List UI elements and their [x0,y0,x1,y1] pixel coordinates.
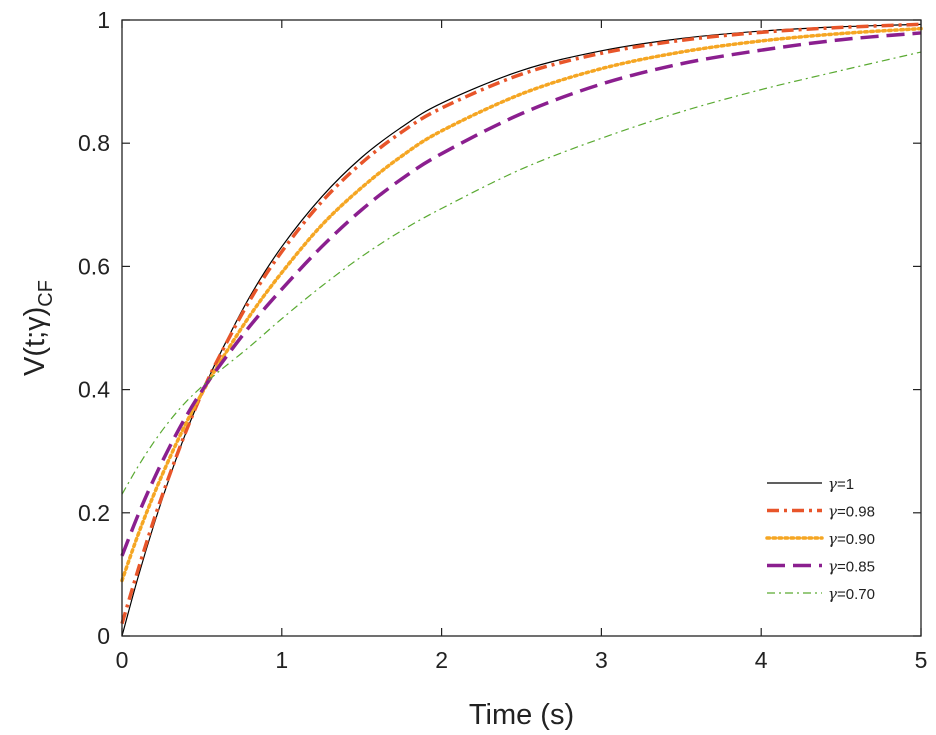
legend-label-3: γ=0.85 [828,558,875,576]
x-tick-label-4: 4 [755,647,768,673]
y-tick-label-4: 0.8 [78,130,110,156]
series-line-gamma-0-85 [120,31,922,557]
y-tick-label-1: 0.2 [78,500,110,526]
x-axis-label: Time (s) [469,699,574,731]
y-tick-labels: 0 0.2 0.4 0.6 0.8 1 [78,7,110,649]
y-tick-label-5: 1 [97,7,110,33]
x-tick-label-1: 1 [275,647,288,673]
y-axis-label-main: V(t;γ) [19,307,51,376]
svg-text:V(t;γ)CF: V(t;γ)CF [19,280,57,376]
legend-label-0: γ=1 [828,475,854,493]
y-tick-label-0: 0 [97,623,110,649]
legend-label-1: γ=0.98 [828,503,875,521]
series-line-gamma-0-90 [120,26,923,583]
plot-frame [121,19,922,637]
series-line-gamma-0-70 [121,51,922,495]
x-tick-label-2: 2 [435,647,448,673]
y-tick-label-2: 0.4 [78,377,110,403]
legend-label-2: γ=0.90 [828,530,875,548]
x-tick-label-5: 5 [915,647,928,673]
axis-ticks [121,19,922,637]
series-lines [120,22,923,637]
y-axis-label: V(t;γ)CF [19,280,57,376]
x-tick-label-3: 3 [595,647,608,673]
legend: γ=1 γ=0.98 γ=0.90 γ=0.85 γ=0.70 [765,475,875,603]
legend-label-4: γ=0.70 [828,585,875,603]
y-axis-label-subscript: CF [35,280,57,307]
x-tick-labels: 0 1 2 3 4 5 [116,647,928,673]
x-tick-label-0: 0 [116,647,129,673]
y-tick-label-3: 0.6 [78,253,110,279]
series-line-gamma-0-98 [120,22,922,625]
